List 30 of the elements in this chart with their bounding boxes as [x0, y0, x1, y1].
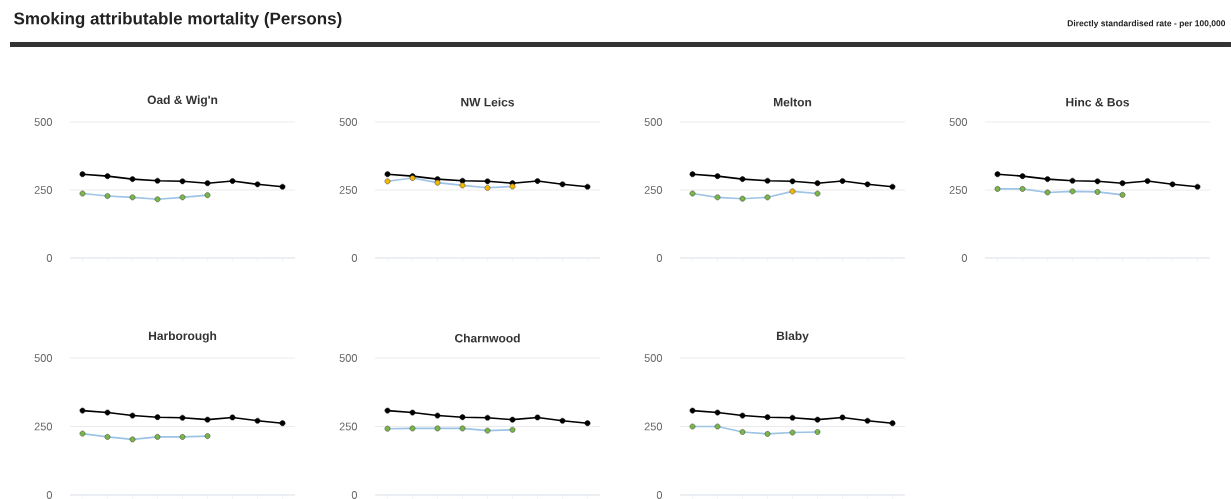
y-tick-label: 500 [644, 354, 663, 362]
text: Directly standardised rate - per 100,000 [1067, 20, 1226, 28]
chart-title: Oad & Wig'n [147, 95, 218, 107]
y-tick-label: 500 [339, 354, 358, 362]
chart-title: NW Leics [461, 97, 515, 107]
y-tick-label: 250 [34, 422, 53, 431]
chart-title: Hinc & Bos [1066, 97, 1130, 107]
chart-title: Blaby [776, 331, 809, 343]
chart-title: Charnwood [455, 333, 520, 343]
y-tick-label: 0 [351, 254, 358, 262]
y-tick-label: 500 [34, 118, 53, 126]
text: Smoking attributable mortality (Persons) [14, 12, 342, 28]
y-tick-label: 250 [34, 186, 53, 194]
y-tick-label: 0 [656, 491, 663, 499]
y-tick-label: 500 [34, 354, 53, 362]
y-tick-label: 250 [339, 422, 358, 431]
y-tick-label: 250 [339, 186, 358, 194]
y-tick-label: 0 [46, 254, 53, 262]
chart-title: Harborough [148, 331, 217, 343]
y-tick-label: 250 [949, 186, 968, 194]
y-tick-label: 500 [644, 118, 663, 126]
y-tick-label: 0 [351, 491, 358, 499]
y-tick-label: 250 [644, 186, 663, 194]
y-tick-label: 0 [46, 491, 53, 499]
y-tick-label: 250 [644, 422, 663, 431]
y-tick-label: 0 [961, 254, 968, 262]
y-tick-label: 500 [949, 118, 968, 126]
y-tick-label: 500 [339, 118, 358, 126]
y-tick-label: 0 [656, 254, 663, 262]
chart-title: Melton [773, 97, 812, 107]
